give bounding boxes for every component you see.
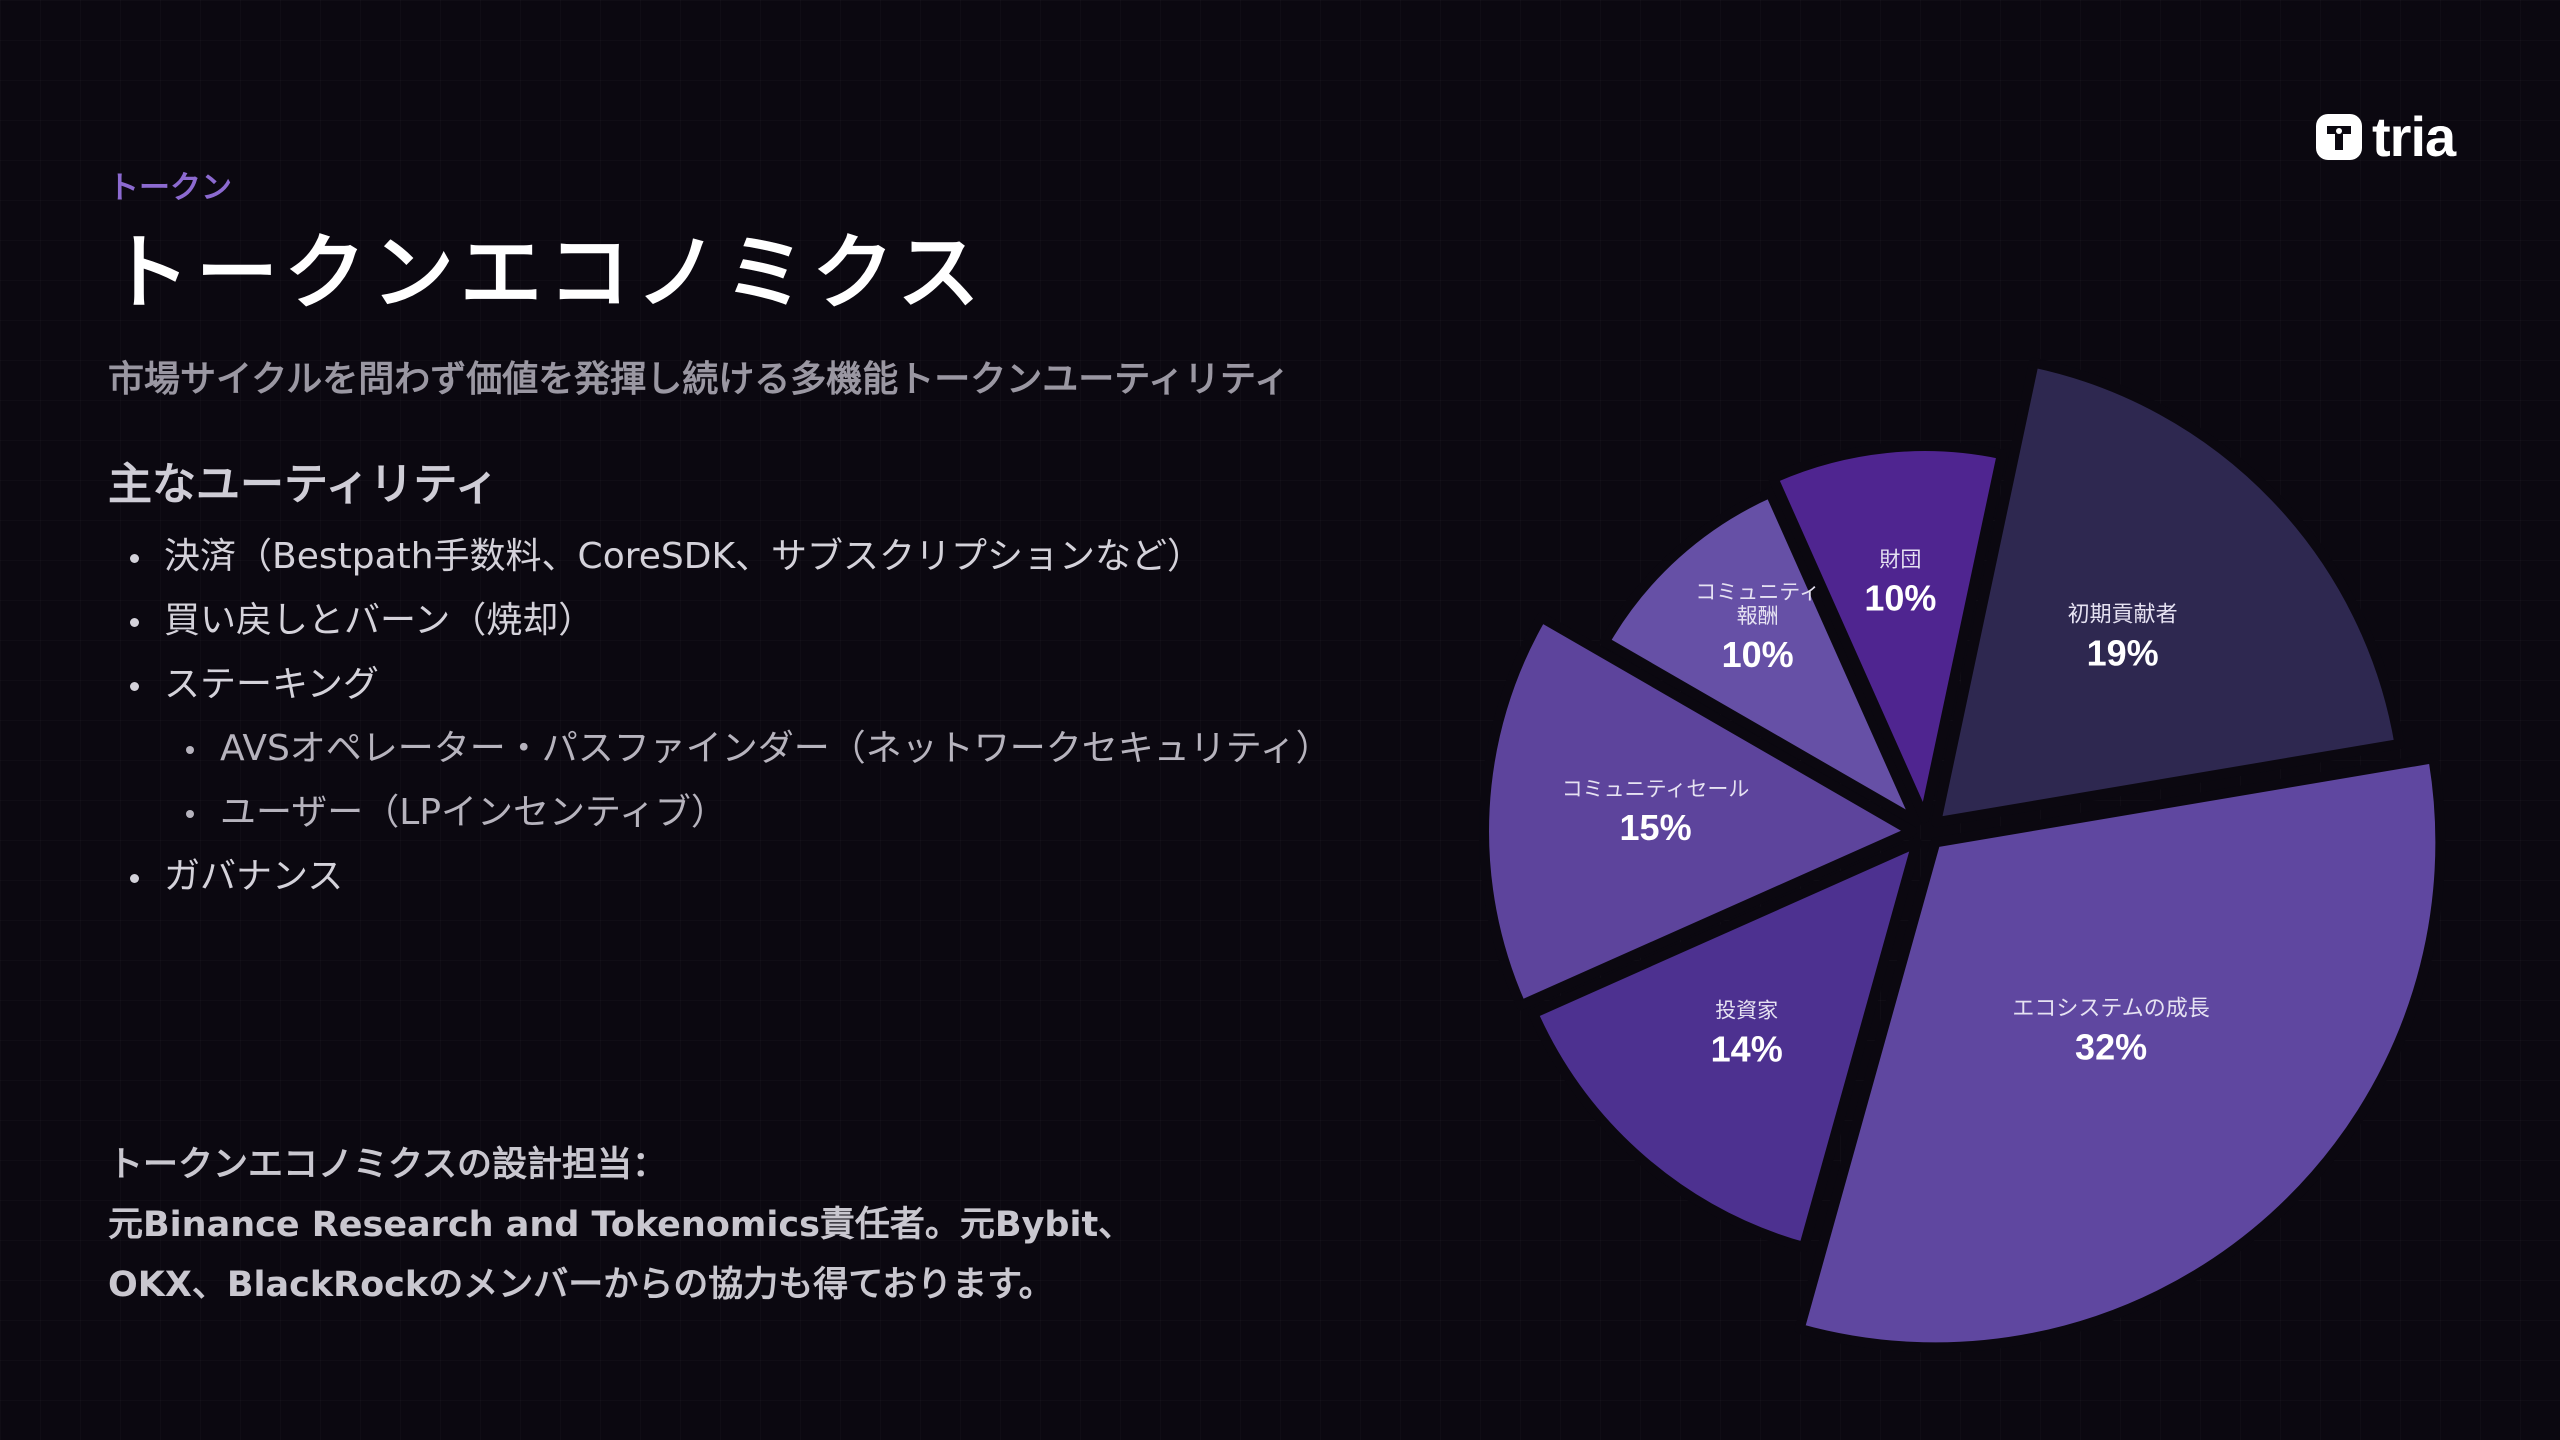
pie-category-label: 報酬 xyxy=(1737,604,1779,628)
pie-value-label: 15% xyxy=(1620,807,1692,848)
pie-slice-2 xyxy=(1794,753,2446,1353)
pie-category-label: 初期貢献者 xyxy=(2068,602,2178,627)
design-credit-note: トークンエコノミクスの設計担当： 元Binance Research and T… xyxy=(108,1140,1133,1320)
utility-item-buyback-burn: 買い戻しとバーン（焼却） xyxy=(126,596,1332,660)
utility-subitem-user-lp: ユーザー（LPインセンティブ） xyxy=(182,788,1332,852)
pie-slice-5 xyxy=(1599,487,1922,827)
brand-logo: tria xyxy=(2314,104,2456,169)
pie-category-label: 投資家 xyxy=(1715,999,1778,1023)
utilities-heading: 主なユーティリティ xyxy=(108,459,499,510)
utility-item-governance: ガバナンス xyxy=(126,852,1332,916)
brand-name: tria xyxy=(2372,105,2456,168)
utilities-list: 決済（Bestpath手数料、CoreSDK、サブスクリプションなど） 買い戻し… xyxy=(126,532,1332,916)
pie-slice-1 xyxy=(1931,357,2405,828)
pie-label-1: 初期貢献者 19% xyxy=(2068,602,2178,673)
eyebrow-label: トークン xyxy=(108,170,232,206)
pie-label-3: 投資家 14% xyxy=(1711,999,1783,1070)
pie-category-label: コミュニティ xyxy=(1695,580,1820,604)
note-heading: トークンエコノミクスの設計担当： xyxy=(108,1145,667,1185)
pie-value-label: 10% xyxy=(1864,578,1936,619)
page-title: トークンエコノミクス xyxy=(108,226,986,321)
tria-logo-icon xyxy=(2316,113,2362,160)
pie-slice-4 xyxy=(1479,612,1918,1011)
pie-category-label: コミュニティセール xyxy=(1562,777,1750,801)
pie-label-6: 財団 10% xyxy=(1864,548,1936,619)
page-subtitle: 市場サイクルを問わず価値を発揮し続ける多機能トークンユーティリティ xyxy=(108,359,1290,400)
pie-value-label: 14% xyxy=(1711,1029,1783,1070)
pie-category-label: 財団 xyxy=(1879,548,1921,572)
pie-slice-6 xyxy=(1768,441,2007,824)
pie-label-2: エコシステムの成長 32% xyxy=(2012,997,2209,1068)
utility-item-staking: ステーキング xyxy=(126,660,1332,724)
note-line-1: 元Binance Research and Tokenomics責任者。元Byb… xyxy=(108,1205,1134,1245)
note-line-2: OKX、BlackRockのメンバーからの協力も得ております。 xyxy=(108,1265,1054,1305)
pie-value-label: 19% xyxy=(2087,632,2159,673)
utility-item-payments: 決済（Bestpath手数料、CoreSDK、サブスクリプションなど） xyxy=(126,532,1332,596)
utility-subitem-avs-operator: AVSオペレーター・パスファインダー（ネットワークセキュリティ） xyxy=(182,724,1332,788)
pie-slice-3 xyxy=(1528,837,1922,1253)
pie-label-4: コミュニティセール 15% xyxy=(1562,777,1750,848)
pie-value-label: 10% xyxy=(1722,634,1794,675)
pie-category-label: エコシステムの成長 xyxy=(2012,997,2209,1022)
pie-value-label: 32% xyxy=(2075,1027,2147,1068)
